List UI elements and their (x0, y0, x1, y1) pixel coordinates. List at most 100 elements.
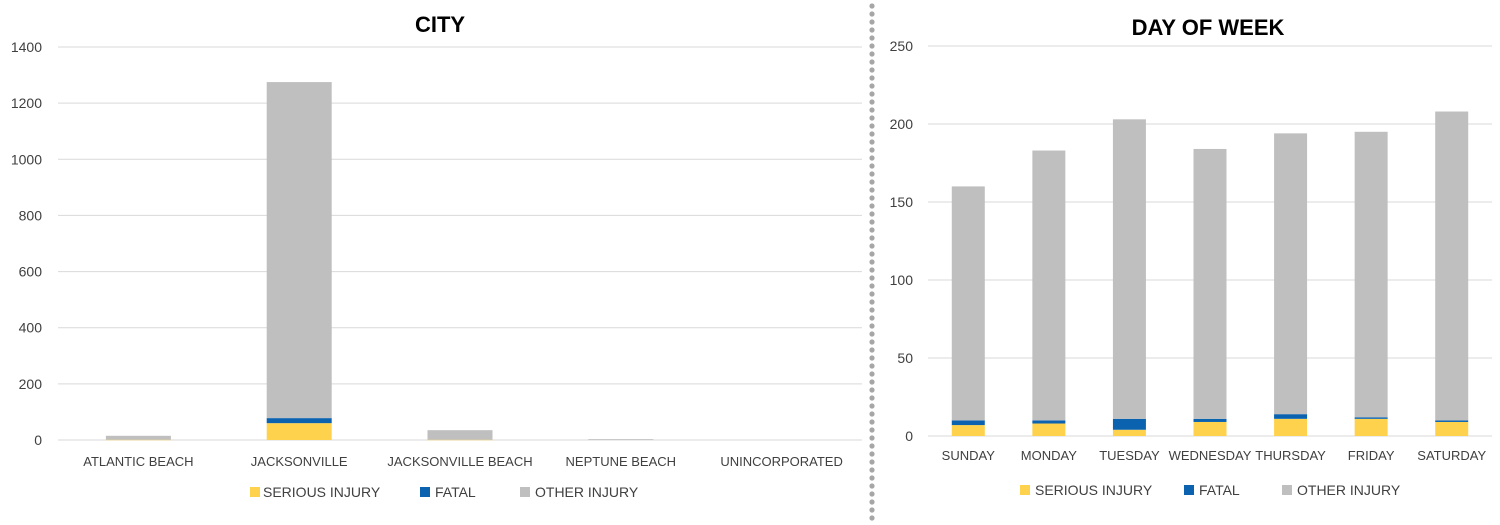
day-bar-fatal (1112, 418, 1146, 430)
city-y-tick-label: 1000 (11, 151, 42, 167)
city-legend-label: FATAL (435, 484, 476, 500)
divider-dot (869, 267, 875, 273)
divider-dot (869, 419, 875, 425)
divider-dot (869, 219, 875, 225)
divider-dot (869, 515, 875, 521)
divider-dot (869, 307, 875, 313)
day-bar-other-injury (1435, 111, 1469, 421)
divider-dot (869, 435, 875, 441)
city-y-tick-label: 0 (34, 432, 42, 448)
divider-dot (869, 27, 875, 33)
day-category-label: FRIDAY (1348, 448, 1395, 463)
day-y-tick-label: 150 (890, 194, 914, 210)
day-y-tick-label: 200 (890, 116, 914, 132)
divider-dot (869, 203, 875, 209)
city-y-tick-label: 600 (19, 264, 43, 280)
divider-dot (869, 299, 875, 305)
city-legend-label: OTHER INJURY (535, 484, 639, 500)
divider-dot (869, 395, 875, 401)
divider-dot (869, 3, 875, 9)
panel-divider (869, 3, 875, 521)
divider-dot (869, 19, 875, 25)
city-legend-swatch (420, 487, 430, 497)
divider-dot (869, 315, 875, 321)
city-bar-fatal (266, 418, 332, 424)
divider-dot (869, 339, 875, 345)
divider-dot (869, 195, 875, 201)
divider-dot (869, 283, 875, 289)
city-chart-title: CITY (415, 12, 465, 37)
divider-dot (869, 323, 875, 329)
day-bar-other-injury (1032, 150, 1066, 421)
day-y-tick-label: 50 (897, 350, 913, 366)
day-bar-other-injury (1354, 131, 1388, 418)
day-bar-serious-injury (1435, 421, 1469, 436)
divider-dot (869, 131, 875, 137)
city-category-label: ATLANTIC BEACH (83, 454, 193, 469)
divider-dot (869, 291, 875, 297)
day-category-label: THURSDAY (1255, 448, 1326, 463)
city-category-label: NEPTUNE BEACH (566, 454, 677, 469)
day-legend-label: FATAL (1199, 482, 1240, 498)
city-y-tick-label: 1200 (11, 95, 42, 111)
city-y-tick-label: 200 (19, 376, 43, 392)
day-legend-label: SERIOUS INJURY (1035, 482, 1153, 498)
divider-dot (869, 115, 875, 121)
divider-dot (869, 411, 875, 417)
divider-dot (869, 251, 875, 257)
city-bar-serious-injury (266, 423, 332, 440)
day-category-label: WEDNESDAY (1169, 448, 1252, 463)
day-bar-serious-injury (1274, 418, 1308, 436)
divider-dot (869, 227, 875, 233)
day-bar-serious-injury (1193, 421, 1227, 436)
city-legend-label: SERIOUS INJURY (263, 484, 381, 500)
divider-dot (869, 379, 875, 385)
divider-dot (869, 11, 875, 17)
divider-dot (869, 443, 875, 449)
day-legend-label: OTHER INJURY (1297, 482, 1401, 498)
city-category-label: JACKSONVILLE (251, 454, 348, 469)
day-bar-serious-injury (1032, 423, 1066, 436)
day-bar-other-injury (1193, 148, 1227, 419)
city-bar-other-injury (588, 439, 654, 440)
day-category-label: TUESDAY (1099, 448, 1160, 463)
divider-dot (869, 179, 875, 185)
divider-dot (869, 171, 875, 177)
day-bar-other-injury (1112, 119, 1146, 419)
divider-dot (869, 363, 875, 369)
divider-dot (869, 347, 875, 353)
divider-dot (869, 451, 875, 457)
divider-dot (869, 43, 875, 49)
day-bar-serious-injury (1354, 418, 1388, 436)
day-bar-fatal (1193, 418, 1227, 422)
day-of-week-chart: DAY OF WEEK 0 50 100 150 200 250 SUNDAY MONDAY T… (890, 15, 1492, 498)
divider-dot (869, 139, 875, 145)
divider-dot (869, 499, 875, 505)
day-bar-other-injury (951, 186, 985, 421)
divider-dot (869, 35, 875, 41)
divider-dot (869, 51, 875, 57)
day-bar-fatal (1274, 414, 1308, 419)
day-bar-fatal (1032, 420, 1066, 424)
day-y-tick-label: 250 (890, 38, 914, 54)
day-bar-fatal (1354, 417, 1388, 419)
day-bar-fatal (951, 420, 985, 426)
divider-dot (869, 427, 875, 433)
divider-dot (869, 475, 875, 481)
divider-dot (869, 331, 875, 337)
divider-dot (869, 371, 875, 377)
day-category-label: SUNDAY (942, 448, 996, 463)
city-legend-swatch (520, 487, 530, 497)
city-category-label: UNINCORPORATED (720, 454, 843, 469)
city-legend-swatch (250, 487, 260, 497)
day-legend-swatch (1184, 485, 1194, 495)
day-category-label: MONDAY (1021, 448, 1077, 463)
divider-dot (869, 187, 875, 193)
divider-dot (869, 163, 875, 169)
divider-dot (869, 459, 875, 465)
day-bar-serious-injury (1112, 429, 1146, 436)
city-bar-other-injury (266, 82, 332, 419)
divider-dot (869, 75, 875, 81)
divider-dot (869, 91, 875, 97)
